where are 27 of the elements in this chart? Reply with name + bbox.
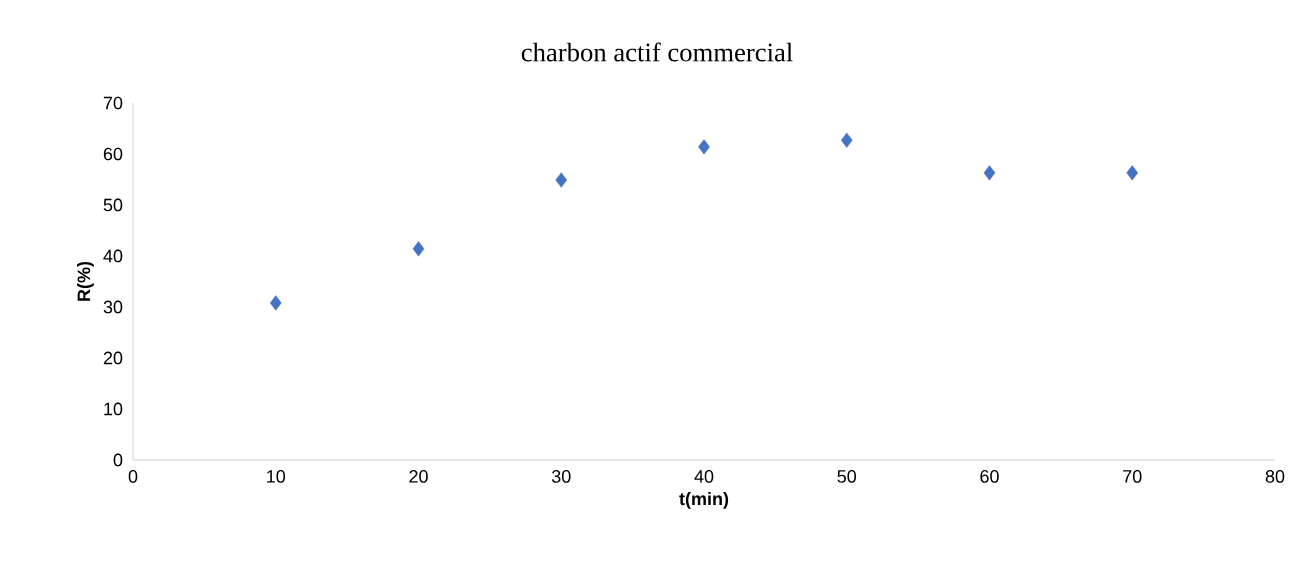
y-tick-label: 60 <box>103 147 123 161</box>
point <box>555 172 568 188</box>
x-tick-label: 40 <box>694 470 714 483</box>
point <box>269 295 282 311</box>
point <box>840 132 853 148</box>
x-tick-label: 0 <box>128 470 138 483</box>
point <box>983 165 996 181</box>
x-tick-label: 80 <box>1265 470 1285 483</box>
point <box>1126 165 1139 181</box>
y-tick-label: 10 <box>104 402 123 416</box>
x-tick-label: 30 <box>551 470 571 483</box>
y-tick-label: 30 <box>103 300 123 314</box>
y-axis-title: R(%) <box>77 261 94 301</box>
y-tick-label: 50 <box>103 198 123 212</box>
y-tick-label: 0 <box>113 453 123 467</box>
y-tick-label: 70 <box>103 96 123 110</box>
y-tick-label: 40 <box>103 249 123 263</box>
x-tick-label: 60 <box>980 470 999 483</box>
x-tick-label: 10 <box>267 470 286 483</box>
x-tick-label: 70 <box>1123 470 1142 483</box>
point <box>412 241 425 257</box>
x-axis-title: t(min) <box>679 491 729 509</box>
x-tick-label: 20 <box>409 470 428 483</box>
chart-title: charbon actif commercial <box>521 42 793 62</box>
y-tick-label: 20 <box>103 351 123 365</box>
point <box>698 139 710 155</box>
x-tick-label: 50 <box>837 470 857 483</box>
